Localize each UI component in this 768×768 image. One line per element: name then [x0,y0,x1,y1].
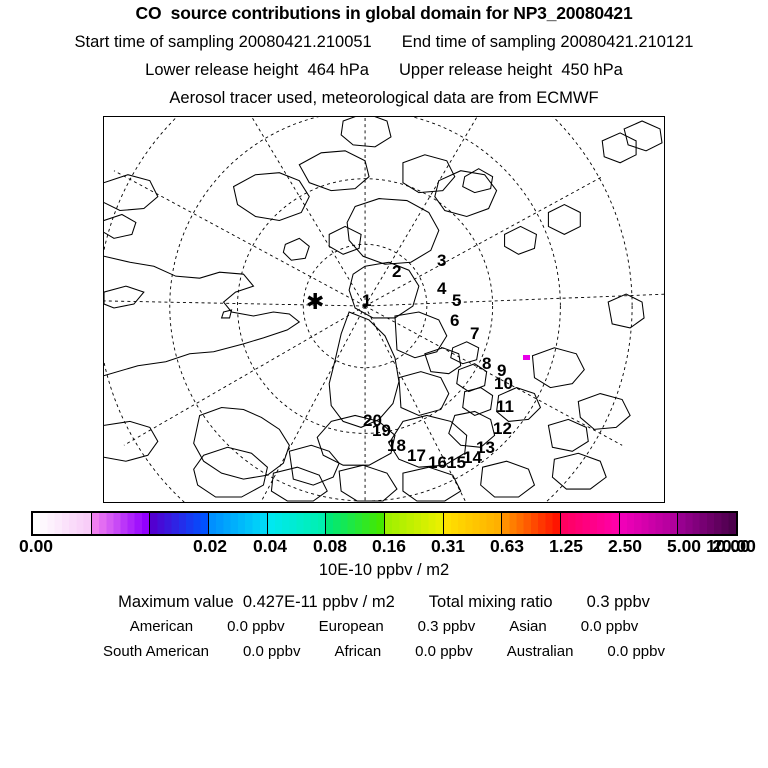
colorbar-gradient-strip [31,511,738,536]
colorbar-tick-1: 0.02 [192,536,228,556]
coastline-group [104,117,663,502]
region-american-value: 0.0 ppbv [227,618,285,635]
upper-release-height-label: Upper release height [399,61,553,79]
maximum-value-label: Maximum value [118,593,234,611]
upper-release-height-value: 450 hPa [561,61,623,79]
timestep-label-4: 4 [437,279,447,298]
colorbar-segment-3 [209,513,268,534]
region-australian-label: Australian [506,643,574,660]
colorbar-tick-5: 0.31 [430,536,466,556]
region-australian-value: 0.0 ppbv [607,643,665,660]
graticule-group [104,117,664,502]
tracer-info-line: Aerosol tracer used, meteorological data… [169,89,599,107]
colorbar-segment-2 [150,513,210,534]
region-asian-value: 0.0 ppbv [580,618,639,635]
timestep-label-14: 14 [463,448,482,467]
timestep-label-10: 10 [494,374,513,393]
lower-release-height-value: 464 hPa [307,61,369,79]
release-height-line: Lower release height 464 hPa Upper releas… [0,61,768,80]
start-time-value: 20080421.210051 [238,33,372,51]
total-mixing-ratio-label: Total mixing ratio [428,593,553,611]
colorbar-tick-8: 2.50 [607,536,643,556]
sampling-time-line: Start time of sampling 20080421.210051 En… [0,33,768,52]
colorbar-tick-0: 0.00 [18,536,54,556]
timestep-label-2: 2 [392,262,402,281]
start-time-label: Start time of sampling [74,33,235,51]
region-american-label: American [129,618,194,635]
region-south-american-value: 0.0 ppbv [242,643,301,660]
colorbar-segment-9 [561,513,620,534]
region-european-value: 0.3 ppbv [417,618,476,635]
colorbar[interactable] [31,511,738,536]
timestep-label-19: 19 [372,421,391,440]
region-african-value: 0.0 ppbv [415,643,473,660]
page-title: CO source contributions in global domain… [135,3,633,23]
timestep-label-3: 3 [437,251,447,270]
timestep-label-18: 18 [387,436,406,455]
end-time-value: 20080421.210121 [560,33,694,51]
colorbar-segment-1 [91,513,151,534]
colorbar-segment-6 [385,513,444,534]
timestep-label-5: 5 [452,291,462,310]
colorbar-tick-9: 5.00 [666,536,702,556]
lower-release-height-label: Lower release height [145,61,299,79]
timestep-label-13: 13 [476,438,495,457]
map-panel[interactable]: ✱ 1 2 3 4 5 6 7 8 9 10 11 12 13 14 15 16… [103,116,665,503]
timestep-label-6: 6 [450,311,460,330]
release-site-marker: ✱ [306,289,325,314]
region-row-south: South American 0.0 ppbv African 0.0 ppbv Aus… [0,643,768,660]
colorbar-segment-8 [502,513,562,534]
colorbar-tick-7: 1.25 [548,536,584,556]
colorbar-tick-11: 20.00 [712,536,756,556]
plume-pixel [523,355,530,360]
colorbar-segment-5 [326,513,386,534]
timestep-label-16: 16 [428,453,447,472]
timestep-label-20: 20 [363,411,382,430]
timestep-label-17: 17 [407,446,426,465]
region-european-label: European [318,618,384,635]
timestep-label-1: 1 [362,291,372,310]
colorbar-segment-4 [267,513,327,534]
end-time-label: End time of sampling [401,33,556,51]
timestep-label-12: 12 [493,419,512,438]
colorbar-segment-11 [678,513,737,534]
colorbar-segment-0 [33,513,92,534]
maximum-value-value: 0.427E-11 ppbv / m2 [242,593,395,611]
colorbar-tick-10: 10.00 [706,536,750,556]
timestep-label-11: 11 [496,397,514,416]
region-row-north: American 0.0 ppbv European 0.3 ppbv Asian 0.0… [0,618,768,635]
region-asian-label: Asian [509,618,547,635]
timestep-label-8: 8 [482,354,492,373]
colorbar-tick-2: 0.04 [252,536,288,556]
colorbar-segment-10 [619,513,679,534]
map-graticule-and-coastlines [104,117,664,502]
timestep-label-15: 15 [447,453,466,472]
region-african-label: African [334,643,382,660]
colorbar-segment-7 [443,513,503,534]
total-mixing-ratio-value: 0.3 ppbv [586,593,650,611]
timestep-label-7: 7 [470,324,480,343]
maximum-value-line: Maximum value 0.427E-11 ppbv / m2 Total m… [0,593,768,612]
colorbar-unit-label: 10E-10 ppbv / m2 [318,561,450,579]
colorbar-tick-labels: 0.00 0.02 0.04 0.08 0.16 0.31 0.63 1.25 … [0,536,768,558]
timestep-label-9: 9 [497,361,507,380]
colorbar-tick-3: 0.08 [312,536,348,556]
region-south-american-label: South American [103,643,209,660]
colorbar-tick-6: 0.63 [489,536,525,556]
colorbar-tick-4: 0.16 [371,536,407,556]
